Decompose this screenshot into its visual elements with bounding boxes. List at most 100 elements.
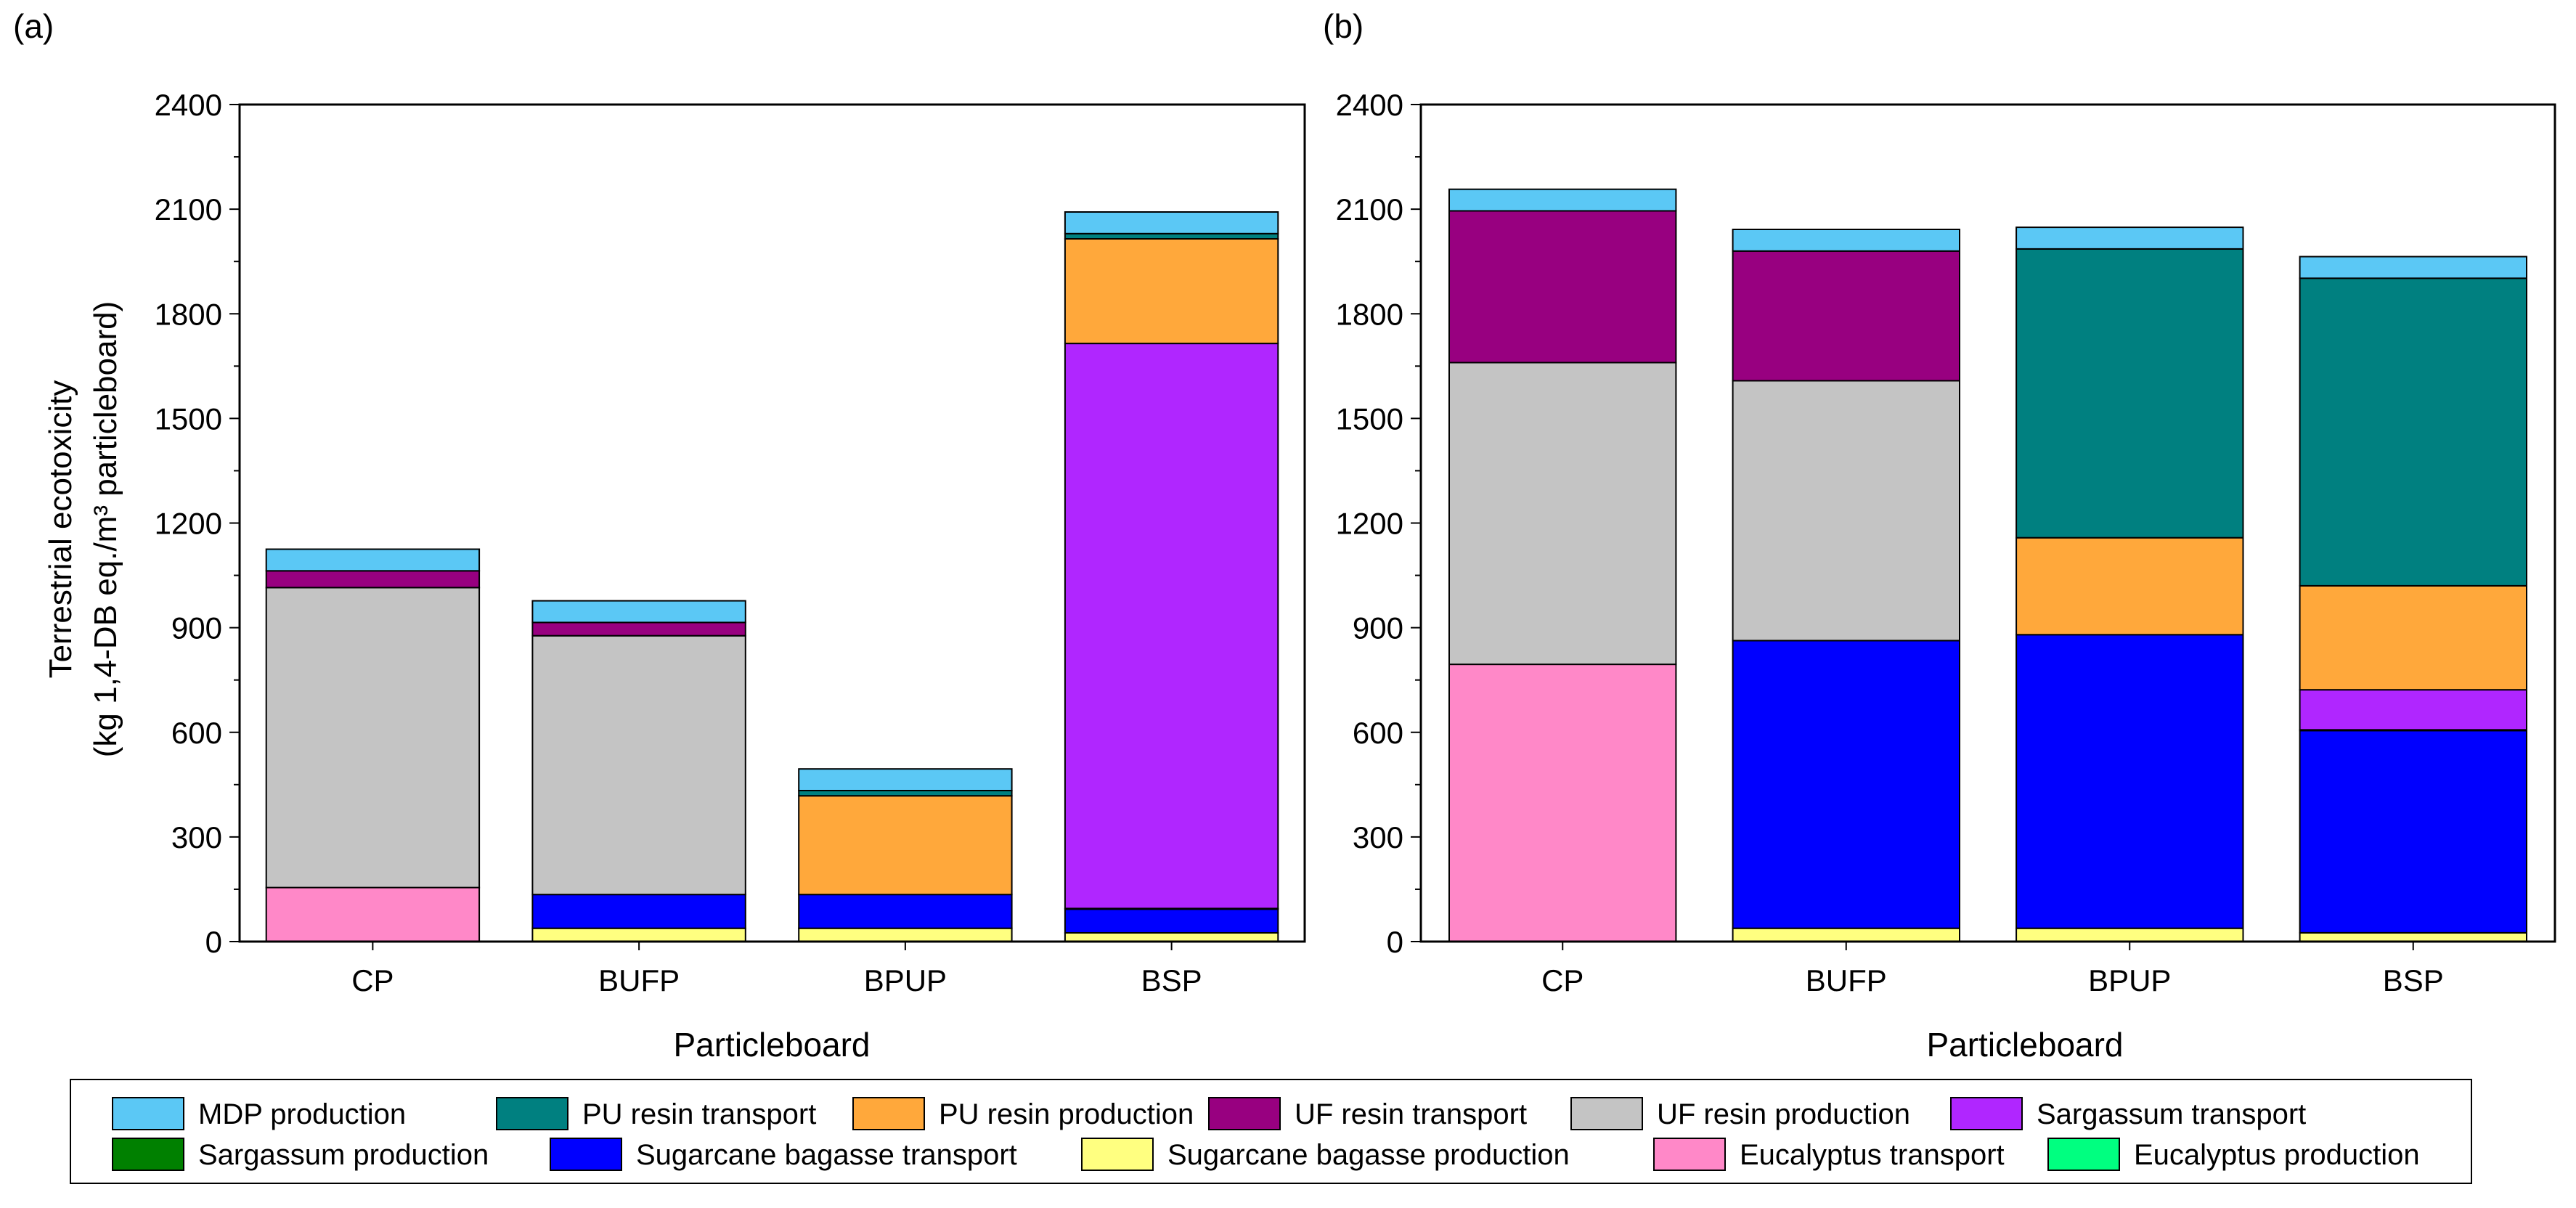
bar-b-bsp-sargassum-transport [2299, 689, 2528, 731]
legend-label-pu-resin-transport: PU resin transport [582, 1098, 816, 1130]
y-tick-label-a-600: 600 [171, 716, 222, 750]
legend-label-sargassum-transport: Sargassum transport [2037, 1098, 2306, 1130]
y-tick-label-b-900: 900 [1353, 611, 1403, 645]
y-tick-label-b-1800: 1800 [1336, 297, 1403, 331]
bar-a-bsp-sugarcane-bagasse-transport [1064, 908, 1279, 934]
legend-swatch-pu-resin-production [852, 1097, 925, 1130]
bar-b-bsp-sugarcane-bagasse-production [2299, 932, 2528, 942]
bar-a-cp-mdp-production [265, 548, 481, 572]
legend-swatch-sargassum-production [112, 1138, 184, 1171]
y-tick-label-a-2400: 2400 [155, 88, 222, 122]
legend-swatch-uf-resin-production [1570, 1097, 1643, 1130]
bar-b-bufp-uf-resin-production [1732, 380, 1961, 642]
legend-swatch-mdp-production [112, 1097, 184, 1130]
bar-b-cp-eucalyptus-transport [1448, 664, 1677, 942]
bar-b-bpup-sugarcane-bagasse-transport [2015, 634, 2244, 929]
bar-b-bpup-pu-resin-transport [2015, 248, 2244, 539]
panel-a-ylabel-line1: Terrestrial ecotoxicity [43, 380, 78, 679]
y-tick-label-a-300: 300 [171, 820, 222, 854]
panel-a-xlabel: Particleboard [673, 1026, 870, 1064]
y-tick-label-a-1500: 1500 [155, 401, 222, 436]
legend-label-uf-resin-transport: UF resin transport [1295, 1098, 1527, 1130]
x-tick-label-a-bufp: BUFP [598, 963, 680, 997]
bar-a-bpup-pu-resin-production [798, 795, 1013, 896]
panel-a-plot: CP BUFP BPUP BSP 0 300 600 900 1200 1500 1800 2100 2… [155, 88, 1306, 997]
bar-a-cp-uf-resin-transport [265, 570, 481, 589]
legend-swatch-sargassum-transport [1950, 1097, 2023, 1130]
panel-b-xlabel: Particleboard [1926, 1026, 2123, 1064]
legend: MDP production PU resin transport PU resin… [112, 1097, 2420, 1171]
bar-b-bsp-sugarcane-bagasse-transport [2299, 730, 2528, 934]
x-tick-label-b-bufp: BUFP [1806, 963, 1887, 997]
legend-label-sugarcane-bagasse-production: Sugarcane bagasse production [1167, 1139, 1570, 1171]
y-tick-label-b-600: 600 [1353, 716, 1403, 750]
bar-a-bsp-sargassum-transport [1064, 343, 1279, 910]
y-tick-label-a-1200: 1200 [155, 507, 222, 541]
bar-a-bufp-uf-resin-transport [531, 621, 746, 637]
y-tick-label-a-0: 0 [205, 925, 222, 959]
bar-b-cp-uf-resin-transport [1448, 210, 1677, 364]
bar-b-bsp-pu-resin-transport [2299, 277, 2528, 587]
legend-label-eucalyptus-production: Eucalyptus production [2134, 1139, 2420, 1171]
y-tick-label-b-1200: 1200 [1336, 507, 1403, 541]
legend-label-sugarcane-bagasse-transport: Sugarcane bagasse transport [636, 1139, 1017, 1171]
x-tick-label-a-bsp: BSP [1141, 963, 1202, 997]
legend-swatch-pu-resin-transport [496, 1097, 568, 1130]
bar-a-bsp-sugarcane-bagasse-production [1064, 932, 1279, 942]
bar-a-bsp-pu-resin-transport [1064, 232, 1279, 240]
bar-a-cp-uf-resin-production [265, 587, 481, 889]
panel-a-ylabel: Terrestrial ecotoxicity (kg 1,4-DB eq./m… [43, 301, 123, 757]
bar-a-bpup-sugarcane-bagasse-transport [798, 894, 1013, 929]
bar-b-bsp-mdp-production [2299, 256, 2528, 279]
y-tick-label-a-2100: 2100 [155, 192, 222, 226]
bar-b-bpup-pu-resin-production [2015, 536, 2244, 636]
y-tick-label-b-2100: 2100 [1336, 192, 1403, 226]
bar-b-bpup-sugarcane-bagasse-production [2015, 927, 2244, 942]
bar-a-bufp-sugarcane-bagasse-production [531, 927, 746, 942]
panel-a-tag: (a) [13, 7, 54, 45]
legend-swatch-sugarcane-bagasse-transport [550, 1138, 622, 1171]
legend-label-sargassum-production: Sargassum production [198, 1139, 489, 1171]
y-tick-label-b-1500: 1500 [1336, 401, 1403, 436]
legend-swatch-sugarcane-bagasse-production [1081, 1138, 1154, 1171]
bar-a-cp-eucalyptus-transport [265, 886, 481, 942]
y-tick-label-b-300: 300 [1353, 820, 1403, 854]
bar-b-bsp-pu-resin-production [2299, 585, 2528, 691]
panel-b-tag: (b) [1323, 7, 1364, 45]
bar-b-bpup-mdp-production [2015, 226, 2244, 250]
bar-a-bufp-mdp-production [531, 600, 746, 624]
x-tick-label-a-cp: CP [351, 963, 394, 997]
x-tick-label-b-bpup: BPUP [2088, 963, 2171, 997]
bar-b-bufp-sugarcane-bagasse-transport [1732, 640, 1961, 929]
bar-b-cp-mdp-production [1448, 188, 1677, 212]
legend-swatch-uf-resin-transport [1208, 1097, 1281, 1130]
bar-b-bufp-mdp-production [1732, 229, 1961, 252]
bar-b-cp-uf-resin-production [1448, 362, 1677, 666]
bar-b-bufp-sugarcane-bagasse-production [1732, 927, 1961, 942]
y-tick-label-a-900: 900 [171, 611, 222, 645]
bar-a-bufp-sugarcane-bagasse-transport [531, 894, 746, 929]
panel-a-ylabel-line2: (kg 1,4-DB eq./m³ particleboard) [88, 301, 123, 757]
x-tick-label-b-bsp: BSP [2383, 963, 2444, 997]
legend-label-uf-resin-production: UF resin production [1657, 1098, 1910, 1130]
bar-a-bsp-pu-resin-production [1064, 238, 1279, 345]
x-tick-label-b-cp: CP [1541, 963, 1583, 997]
bar-a-bpup-pu-resin-transport [798, 790, 1013, 797]
bar-a-bpup-mdp-production [798, 768, 1013, 791]
legend-label-eucalyptus-transport: Eucalyptus transport [1740, 1139, 2005, 1171]
bar-b-bufp-uf-resin-transport [1732, 250, 1961, 382]
bar-a-bpup-sugarcane-bagasse-production [798, 927, 1013, 942]
legend-label-pu-resin-production: PU resin production [939, 1098, 1194, 1130]
y-tick-label-b-2400: 2400 [1336, 88, 1403, 122]
bar-a-bsp-mdp-production [1064, 211, 1279, 234]
x-tick-label-a-bpup: BPUP [864, 963, 947, 997]
bar-a-bufp-uf-resin-production [531, 634, 746, 896]
legend-swatch-eucalyptus-transport [1653, 1138, 1726, 1171]
panel-b-plot: CP BUFP BPUP BSP 0 300 600 900 1200 1500 1800 2100 2… [1336, 88, 2556, 997]
legend-label-mdp-production: MDP production [198, 1098, 406, 1130]
y-tick-label-b-0: 0 [1387, 925, 1403, 959]
y-tick-label-a-1800: 1800 [155, 297, 222, 331]
legend-swatch-eucalyptus-production [2047, 1138, 2120, 1171]
